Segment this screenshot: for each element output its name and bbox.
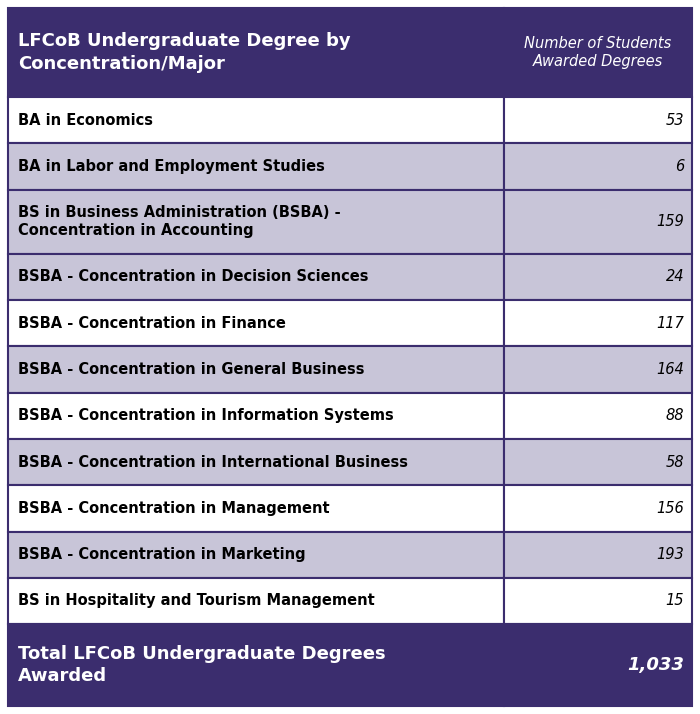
- Text: 159: 159: [657, 214, 684, 229]
- Text: BA in Labor and Employment Studies: BA in Labor and Employment Studies: [18, 159, 325, 174]
- Bar: [504, 300, 692, 346]
- Bar: [8, 578, 504, 624]
- Bar: [504, 97, 692, 144]
- Bar: [8, 439, 504, 486]
- Bar: [8, 8, 504, 97]
- Text: LFCoB Undergraduate Degree by
Concentration/Major: LFCoB Undergraduate Degree by Concentrat…: [18, 32, 351, 73]
- Text: 193: 193: [657, 547, 684, 562]
- Text: 53: 53: [666, 113, 684, 128]
- Bar: [8, 144, 504, 190]
- Text: 117: 117: [657, 316, 684, 331]
- Text: BSBA - Concentration in Marketing: BSBA - Concentration in Marketing: [18, 547, 306, 562]
- Bar: [504, 8, 692, 97]
- Bar: [8, 393, 504, 439]
- Bar: [8, 190, 504, 253]
- Bar: [504, 531, 692, 578]
- Bar: [8, 624, 504, 706]
- Bar: [8, 97, 504, 144]
- Bar: [504, 253, 692, 300]
- Text: BSBA - Concentration in General Business: BSBA - Concentration in General Business: [18, 362, 365, 377]
- Bar: [8, 531, 504, 578]
- Text: BSBA - Concentration in Management: BSBA - Concentration in Management: [18, 501, 330, 516]
- Text: BS in Business Administration (BSBA) -
Concentration in Accounting: BS in Business Administration (BSBA) - C…: [18, 205, 341, 238]
- Text: 156: 156: [657, 501, 684, 516]
- Text: BSBA - Concentration in Finance: BSBA - Concentration in Finance: [18, 316, 286, 331]
- Text: 6: 6: [675, 159, 684, 174]
- Text: BSBA - Concentration in Information Systems: BSBA - Concentration in Information Syst…: [18, 408, 393, 423]
- Bar: [8, 300, 504, 346]
- Text: 58: 58: [666, 455, 684, 470]
- Bar: [8, 253, 504, 300]
- Text: 15: 15: [666, 593, 684, 608]
- Text: 24: 24: [666, 269, 684, 284]
- Bar: [504, 190, 692, 253]
- Bar: [8, 346, 504, 393]
- Bar: [504, 624, 692, 706]
- Text: Number of Students
Awarded Degrees: Number of Students Awarded Degrees: [524, 36, 671, 69]
- Text: Total LFCoB Undergraduate Degrees
Awarded: Total LFCoB Undergraduate Degrees Awarde…: [18, 645, 386, 685]
- Bar: [504, 144, 692, 190]
- Text: 1,033: 1,033: [627, 656, 684, 674]
- Bar: [504, 439, 692, 486]
- Bar: [504, 578, 692, 624]
- Text: BS in Hospitality and Tourism Management: BS in Hospitality and Tourism Management: [18, 593, 374, 608]
- Text: 88: 88: [666, 408, 684, 423]
- Bar: [504, 346, 692, 393]
- Bar: [504, 486, 692, 531]
- Text: 164: 164: [657, 362, 684, 377]
- Text: BSBA - Concentration in Decision Sciences: BSBA - Concentration in Decision Science…: [18, 269, 368, 284]
- Text: BA in Economics: BA in Economics: [18, 113, 153, 128]
- Bar: [8, 486, 504, 531]
- Bar: [504, 393, 692, 439]
- Text: BSBA - Concentration in International Business: BSBA - Concentration in International Bu…: [18, 455, 408, 470]
